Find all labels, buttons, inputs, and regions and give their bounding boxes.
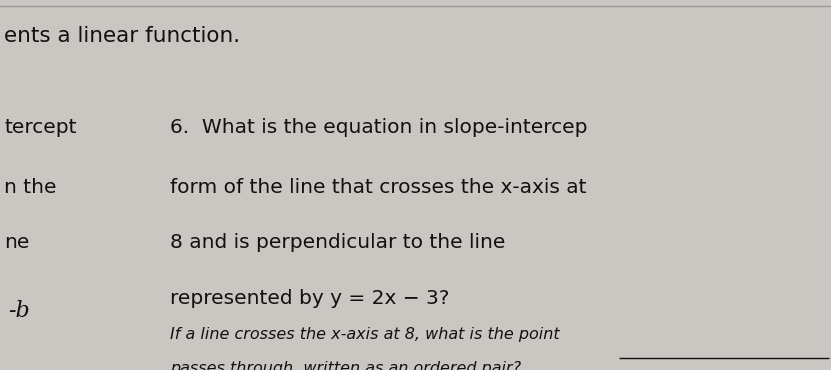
Text: represented by y = 2x − 3?: represented by y = 2x − 3? [170,289,450,307]
Text: n the: n the [4,178,57,196]
Text: ne: ne [4,233,30,252]
Text: passes through, written as an ordered pair?: passes through, written as an ordered pa… [170,361,522,370]
Text: If a line crosses the x-axis at 8, what is the point: If a line crosses the x-axis at 8, what … [170,327,560,343]
Text: form of the line that crosses the x-axis at: form of the line that crosses the x-axis… [170,178,587,196]
Text: 8 and is perpendicular to the line: 8 and is perpendicular to the line [170,233,506,252]
Text: -b: -b [8,300,30,322]
Text: 6.  What is the equation in slope-intercep: 6. What is the equation in slope-interce… [170,118,588,137]
Text: tercept: tercept [4,118,76,137]
Text: ents a linear function.: ents a linear function. [4,26,240,46]
